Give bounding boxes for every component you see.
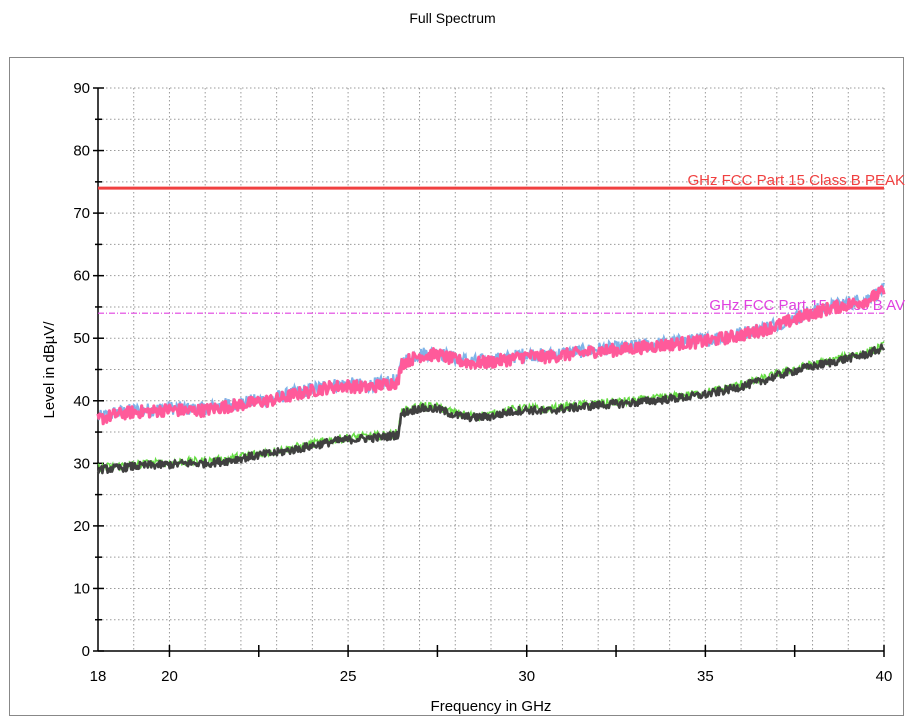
- y-tick-label: 60: [73, 268, 90, 285]
- y-tick-label: 30: [73, 455, 90, 472]
- grid: [98, 87, 885, 651]
- y-tick-label: 40: [73, 393, 90, 410]
- x-tick-label: 20: [161, 668, 178, 685]
- x-tick-label: 18: [90, 668, 107, 685]
- x-tick-label: 25: [340, 668, 357, 685]
- y-tick-label: 70: [73, 205, 90, 222]
- y-tick-label: 10: [73, 580, 90, 597]
- y-tick-label: 80: [73, 143, 90, 160]
- x-tick-label: 30: [518, 668, 535, 685]
- y-axis-title: Level in dBµV/: [41, 321, 58, 419]
- y-tick-label: 50: [73, 330, 90, 347]
- tick-labels: 0 10 20 30 40 50 60 70 80 90 18 20 25 30 35 40: [73, 80, 892, 685]
- tick-marks: [93, 87, 885, 657]
- series: [96, 282, 886, 475]
- average-trace: [96, 343, 886, 475]
- x-tick-label: 40: [876, 668, 893, 685]
- y-tick-label: 90: [73, 80, 90, 97]
- x-axis-title: Frequency in GHz: [431, 698, 552, 715]
- x-tick-label: 35: [697, 668, 714, 685]
- y-tick-label: 20: [73, 518, 90, 535]
- plot-frame: [9, 57, 904, 716]
- limit-line-label: GHz FCC Part 15 Class B PEAK: [687, 172, 905, 189]
- chart-title: Full Spectrum: [409, 10, 496, 26]
- peak-trace: [96, 285, 886, 426]
- y-tick-label: 0: [82, 643, 90, 660]
